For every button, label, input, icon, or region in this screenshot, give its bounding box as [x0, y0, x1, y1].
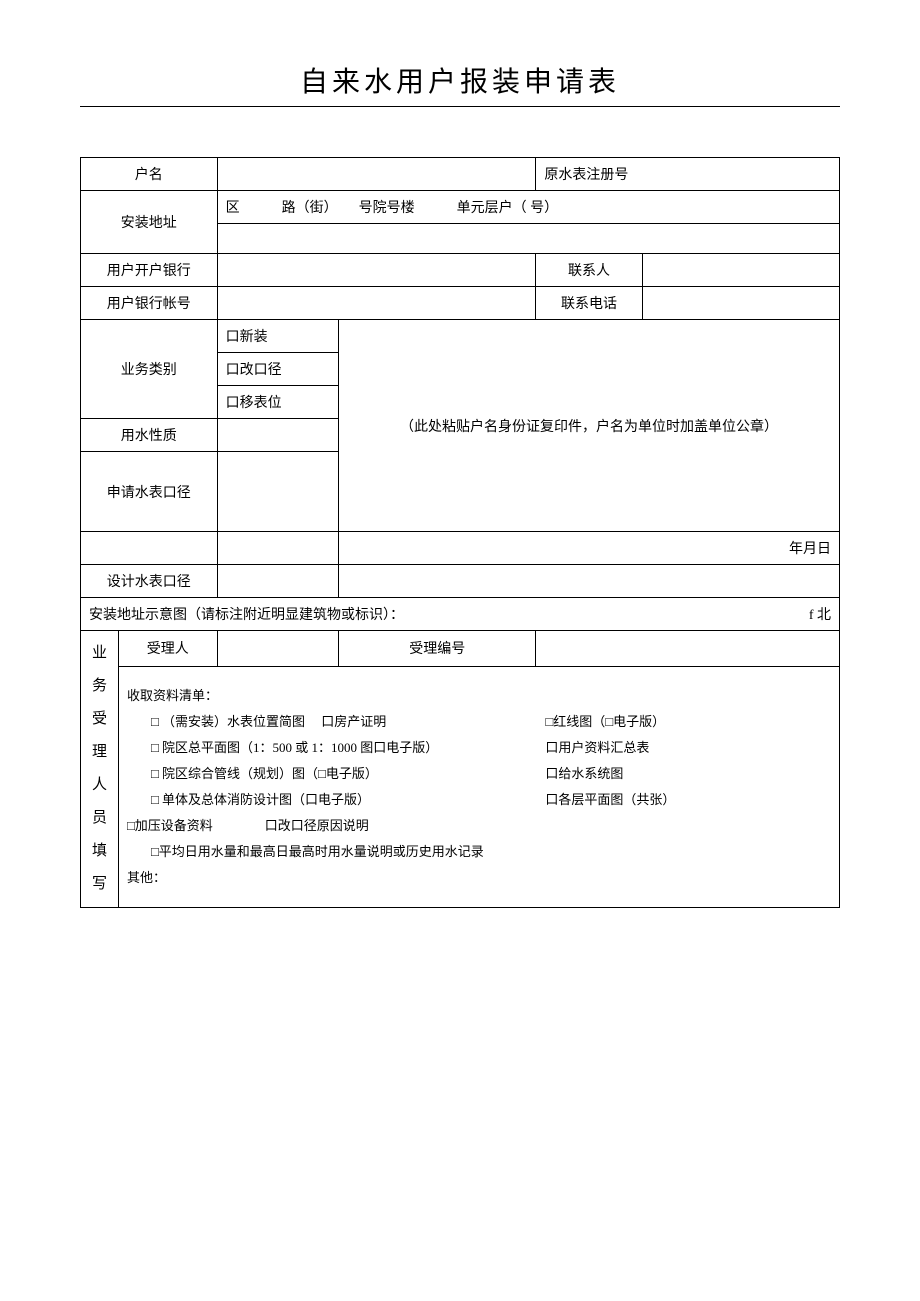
label-yongshuixingzhi: 用水性质 — [81, 419, 218, 452]
chk-r4a[interactable]: □ 单体及总体消防设计图（口电子版） — [151, 787, 545, 813]
chk-other[interactable]: 其他： — [127, 865, 831, 891]
label-shouliren: 受理人 — [118, 631, 217, 667]
id-copy-area: （此处粘贴户名身份证复印件，户名为单位时加盖单位公章） — [339, 320, 840, 532]
chk-r5[interactable]: □加压设备资料 口改口径原因说明 — [127, 813, 831, 839]
page-title: 自来水用户报装申请表 — [80, 60, 840, 107]
field-kaihuyinhang[interactable] — [217, 254, 536, 287]
label-nianyueri: 年月日 — [339, 532, 840, 565]
chk-r3a[interactable]: □ 院区综合管线（规划）图（□电子版） — [151, 761, 545, 787]
chk-r1c[interactable]: □红线图（□电子版） — [545, 709, 831, 735]
field-lianxidianhua[interactable] — [642, 287, 839, 320]
label-kaihuyinhang: 用户开户银行 — [81, 254, 218, 287]
label-north: f 北 — [809, 604, 831, 624]
label-shejikoujing: 设计水表口径 — [81, 565, 218, 598]
label-yuanshuibiao: 原水表注册号 — [536, 158, 840, 191]
checkbox-yibiaowei[interactable]: 口移表位 — [217, 386, 338, 419]
label-lianxiren: 联系人 — [536, 254, 642, 287]
field-huming[interactable] — [217, 158, 536, 191]
label-yinhangzhanghao: 用户银行帐号 — [81, 287, 218, 320]
field-address-structured[interactable]: 区 路（街） 号院号楼 单元层户（ 号） — [217, 191, 839, 224]
chk-r4c[interactable]: 口各层平面图（共张） — [545, 787, 831, 813]
label-anzhuangdizhi: 安装地址 — [81, 191, 218, 254]
field-shejikoujing-2[interactable] — [339, 565, 840, 598]
chk-r1b[interactable]: 口房产证明 — [321, 714, 386, 729]
label-shenqingkoujing: 申请水表口径 — [81, 452, 218, 532]
label-diagram: 安装地址示意图（请标注附近明显建筑物或标识）： — [89, 604, 404, 624]
chk-r2c[interactable]: 口用户资料汇总表 — [545, 735, 831, 761]
label-shoulibianhao: 受理编号 — [339, 631, 536, 667]
field-yinhangzhanghao[interactable] — [217, 287, 536, 320]
label-huming: 户名 — [81, 158, 218, 191]
field-yongshuixingzhi[interactable] — [217, 419, 338, 452]
field-address-free[interactable] — [217, 224, 839, 254]
checklist-header: 收取资料清单： — [127, 683, 831, 709]
label-sidebar: 业务受理人员 填写 — [81, 631, 119, 908]
chk-r6[interactable]: □平均日用水量和最高日最高时用水量说明或历史用水记录 — [127, 839, 831, 865]
diagram-area: 安装地址示意图（请标注附近明显建筑物或标识）： f 北 — [81, 598, 840, 631]
label-lianxidianhua: 联系电话 — [536, 287, 642, 320]
checklist-area: 收取资料清单： □ （需安装）水表位置简图 口房产证明 □红线图（□电子版） □… — [118, 666, 839, 907]
application-form-table: 户名 原水表注册号 安装地址 区 路（街） 号院号楼 单元层户（ 号） 用户开户… — [80, 157, 840, 908]
checkbox-gaikoujing[interactable]: 口改口径 — [217, 353, 338, 386]
chk-r3c[interactable]: 口给水系统图 — [545, 761, 831, 787]
field-shejikoujing-1[interactable] — [217, 565, 338, 598]
label-yewuleibie: 业务类别 — [81, 320, 218, 419]
chk-r1a[interactable]: □ （需安装）水表位置简图 — [151, 714, 305, 729]
field-shouliren[interactable] — [217, 631, 338, 667]
chk-r2a[interactable]: □ 院区总平面图（1：500 或 1：1000 图口电子版） — [151, 735, 545, 761]
field-shoulibianhao[interactable] — [536, 631, 840, 667]
checkbox-xinzhuang[interactable]: 口新装 — [217, 320, 338, 353]
field-shenqingkoujing[interactable] — [217, 452, 338, 532]
field-lianxiren[interactable] — [642, 254, 839, 287]
